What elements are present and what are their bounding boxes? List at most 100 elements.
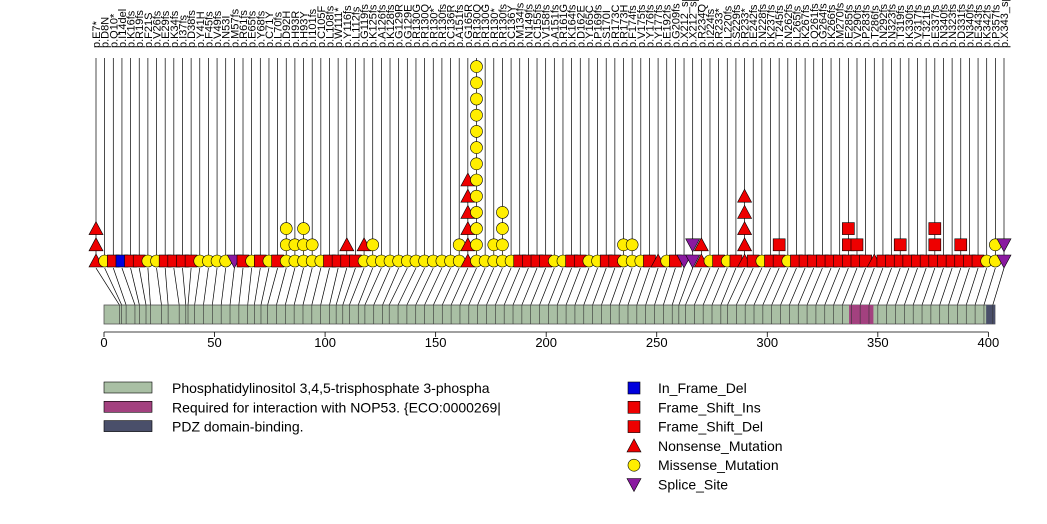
mutation-marker [693, 237, 709, 252]
mutation-label: p.N262fs [783, 3, 795, 48]
position-connector [868, 267, 884, 306]
mutation-label: p.M57fs [229, 8, 241, 48]
position-connector [503, 267, 521, 306]
position-connector [815, 267, 832, 306]
mutation-label: p.R173C [610, 5, 622, 48]
x-axis: 0 50 100 150 200 250 300 350 400 [100, 331, 999, 350]
mutation-label: p.R130G [480, 4, 492, 48]
legend-domain-label: Required for interaction with NOP53. {EC… [172, 399, 501, 415]
position-connector [842, 267, 858, 306]
position-connector [983, 267, 996, 306]
mutation-marker [470, 206, 483, 219]
position-connector [693, 267, 711, 306]
position-connector [512, 267, 529, 306]
mutation-marker [470, 238, 483, 252]
mutation-marker [996, 254, 1012, 269]
legend-type-marker [627, 458, 641, 472]
mutation-label: p.C136Y [506, 5, 518, 48]
position-connector [548, 267, 564, 306]
mutation-marker [625, 238, 639, 252]
mutation-label: p.V26fs [152, 10, 164, 48]
mutation-marker [685, 238, 701, 253]
mutation-marker [737, 188, 753, 203]
position-connector [211, 267, 218, 306]
mutation-label: p.R161G [558, 4, 570, 48]
mutation-label: p.Y165C [584, 5, 596, 48]
mutation-label: p.Y176fs [644, 4, 656, 48]
position-connector [744, 267, 763, 306]
mutation-label: p.F174fs [627, 5, 639, 48]
legend-type-label: Missense_Mutation [658, 457, 779, 473]
mutation-label: p.K330fs [904, 4, 916, 48]
mutation-marker [88, 220, 104, 235]
mutation-marker [928, 238, 942, 252]
position-connector [357, 267, 374, 306]
position-connector [495, 267, 512, 306]
mutation-label: p.E337fs [930, 4, 942, 48]
mutation-label: p.R130fs [437, 3, 449, 48]
position-connector [921, 267, 936, 306]
position-connector [912, 267, 927, 306]
mutation-label: p.A151fs [454, 4, 466, 48]
position-connector [194, 267, 201, 306]
position-connector [342, 267, 356, 306]
position-connector [601, 267, 616, 306]
mutation-marker [366, 238, 380, 252]
mutation-marker [279, 222, 293, 235]
legend-type-marker [626, 438, 642, 453]
mutation-label: p.R130* [428, 8, 440, 48]
mutation-marker [772, 238, 786, 252]
mutation-label: p.E285fs [843, 4, 855, 48]
mutation-marker [470, 173, 483, 187]
position-connector [833, 267, 849, 306]
axis-tick-label: 350 [867, 335, 889, 350]
mutation-markers [88, 60, 1012, 269]
position-connector [753, 267, 771, 306]
position-connector [824, 267, 841, 306]
mutation-label: p.M134fs [515, 2, 527, 48]
mutation-marker [470, 189, 483, 203]
mutation-label: p.R130fs [497, 3, 509, 48]
position-connector [992, 267, 1005, 306]
mutation-label: p.D8N [100, 17, 112, 48]
axis-tick-label: 100 [314, 335, 336, 350]
mutation-label: p.Q10* [108, 13, 120, 48]
mutation-label: p.N292fs [878, 3, 890, 48]
mutation-label: p.W111* [333, 7, 345, 48]
mutation-label: p.N340fs [938, 3, 950, 48]
legend-type-marker [627, 381, 641, 395]
position-connector [685, 267, 702, 306]
position-connector [220, 267, 227, 306]
mutation-label: p.G129R [394, 4, 406, 48]
position-connector [320, 267, 330, 306]
position-connector [95, 267, 120, 306]
position-connector [253, 267, 261, 306]
mutation-label: p.H93Y [299, 11, 311, 48]
mutation-label: p.G129E [402, 5, 414, 48]
position-connector [173, 267, 180, 306]
mutation-label: p.X343_splice [999, 0, 1011, 48]
legend-domain-swatch [103, 420, 153, 432]
axis-tick-label: 200 [535, 335, 557, 350]
position-connector [711, 267, 728, 306]
mutation-stems [95, 58, 1005, 261]
position-connector [424, 267, 443, 306]
position-connector [556, 267, 572, 306]
position-connector [957, 267, 970, 306]
position-connector [441, 267, 460, 306]
mutation-label: p.N323fs [947, 3, 959, 48]
mutation-label: p.F45fs [203, 11, 215, 48]
position-connector [583, 267, 598, 306]
mutation-marker [470, 157, 483, 171]
mutation-label: p.V317fs [913, 4, 925, 48]
position-connector [130, 267, 140, 306]
mutation-marker [470, 76, 483, 90]
legend-type-label: Frame_Shift_Ins [658, 399, 761, 415]
position-connector [618, 267, 633, 306]
mutation-label: p.Y177fs [653, 4, 665, 48]
legend-domain-label: PDZ domain-binding. [172, 419, 304, 435]
mutation-label: p.E65fs [247, 10, 259, 48]
mutation-label: p.N323fs [887, 3, 899, 48]
mutation-label: p.V175fs [636, 4, 648, 48]
